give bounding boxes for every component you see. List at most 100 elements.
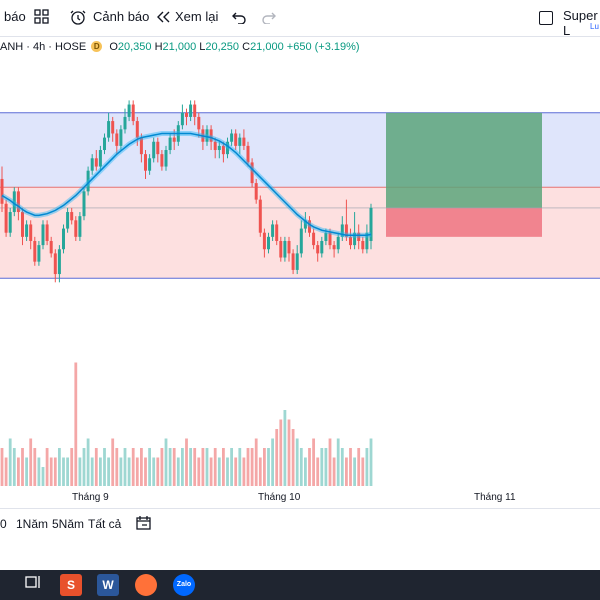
volume-bar (299, 448, 303, 486)
candle-body (103, 137, 106, 151)
candle-body (185, 112, 188, 117)
candle-body (127, 104, 131, 117)
candle-body (131, 104, 135, 122)
alert-partial-label[interactable]: báo (4, 9, 26, 24)
firefox-icon[interactable] (135, 574, 157, 596)
volume-bar (209, 457, 213, 486)
candle-body (119, 129, 123, 146)
candle-body (111, 121, 115, 134)
candle-body (275, 224, 279, 241)
low-label: L (199, 41, 206, 53)
volume-bar (115, 448, 119, 486)
candle-body (57, 249, 61, 275)
app-s-icon[interactable]: S (60, 574, 82, 596)
candle-body (49, 240, 53, 254)
candle-body (238, 137, 242, 146)
volume-bar (12, 448, 16, 486)
ma-line (1, 132, 372, 236)
volume-bar (49, 457, 53, 486)
candle-body (45, 224, 49, 241)
candle-body (189, 104, 193, 117)
layout-grid-icon[interactable] (34, 9, 49, 28)
super-checkbox[interactable] (539, 11, 553, 25)
replay-button[interactable]: Xem lại (175, 9, 219, 24)
volume-bar (246, 448, 250, 486)
alert-button[interactable]: Cảnh báo (93, 9, 150, 24)
range-bar: 0 1Năm 5Năm Tất cả (0, 508, 600, 537)
volume-bar (156, 457, 160, 486)
high-label: H (154, 41, 163, 53)
volume-bar (103, 448, 106, 486)
volume-bar (82, 448, 86, 486)
candle-body (16, 191, 20, 213)
candle-body (205, 129, 209, 142)
volume-bar (267, 448, 270, 486)
volume-bar (275, 429, 279, 486)
candle-body (279, 240, 283, 258)
volume-bar (349, 448, 352, 486)
stop-box (386, 207, 542, 237)
range-1y[interactable]: 1Năm (16, 517, 49, 531)
candle-body (262, 232, 266, 250)
volume-bar (332, 457, 336, 486)
volume-bar (271, 438, 274, 486)
candle-body (29, 224, 33, 241)
volume-bar (127, 457, 131, 486)
candle-body (193, 104, 197, 117)
volume-bar (181, 448, 184, 486)
candle-body (172, 137, 176, 142)
replay-icon[interactable] (155, 10, 171, 28)
candle-body (287, 240, 291, 254)
volume-bar (164, 438, 168, 486)
zones-layer (0, 112, 600, 279)
ma-layer (0, 130, 372, 238)
undo-icon[interactable] (232, 10, 246, 28)
candle-body (324, 232, 328, 241)
candle-body (86, 170, 90, 192)
range-all[interactable]: Tất cả (88, 517, 122, 531)
symbol-name[interactable]: ANH · 4h · HOSE (0, 41, 87, 53)
volume-bar (168, 448, 172, 486)
alarm-clock-icon[interactable] (70, 9, 87, 30)
volume-bar (8, 438, 12, 486)
volume-bar (320, 448, 324, 486)
super-label[interactable]: Super L (563, 8, 598, 38)
volume-bar (230, 448, 233, 486)
symbol-legend: ANH · 4h · HOSE D O20,350 H21,000 L20,25… (0, 41, 360, 53)
volume-bar (353, 457, 356, 486)
target-box (386, 112, 542, 208)
candle-body (144, 154, 147, 171)
candle-body (156, 141, 160, 155)
volume-bar (74, 362, 78, 486)
candle-body (107, 121, 111, 138)
volume-bar (328, 438, 332, 486)
high-value: 21,000 (162, 41, 197, 53)
redo-icon[interactable] (262, 10, 276, 28)
volume-bar (70, 448, 74, 486)
volume-bar (17, 457, 20, 486)
price-chart[interactable] (0, 58, 600, 488)
candle-body (180, 112, 184, 126)
candle-body (344, 224, 348, 237)
candle-body (139, 137, 143, 155)
candle-body (90, 158, 94, 171)
zalo-icon[interactable]: Zalo (173, 574, 195, 596)
volume-bar (254, 438, 258, 486)
volume-bar (291, 429, 295, 486)
volume-bar (193, 448, 197, 486)
candle-body (369, 207, 373, 241)
calendar-range-icon[interactable] (136, 515, 152, 534)
candle-body (295, 253, 299, 270)
time-axis: Tháng 9 Tháng 10 Tháng 11 (0, 488, 600, 506)
candle-body (78, 216, 82, 237)
range-5y[interactable]: 5Năm (52, 517, 85, 531)
volume-bar (45, 448, 49, 486)
range-partial[interactable]: 0 (0, 517, 7, 531)
candle-body (308, 220, 311, 233)
candle-body (226, 141, 229, 155)
candle-body (164, 150, 168, 167)
word-icon[interactable]: W (97, 574, 119, 596)
volume-bar (119, 457, 123, 486)
volume-bar (369, 438, 373, 486)
task-view-icon[interactable] (22, 574, 44, 596)
